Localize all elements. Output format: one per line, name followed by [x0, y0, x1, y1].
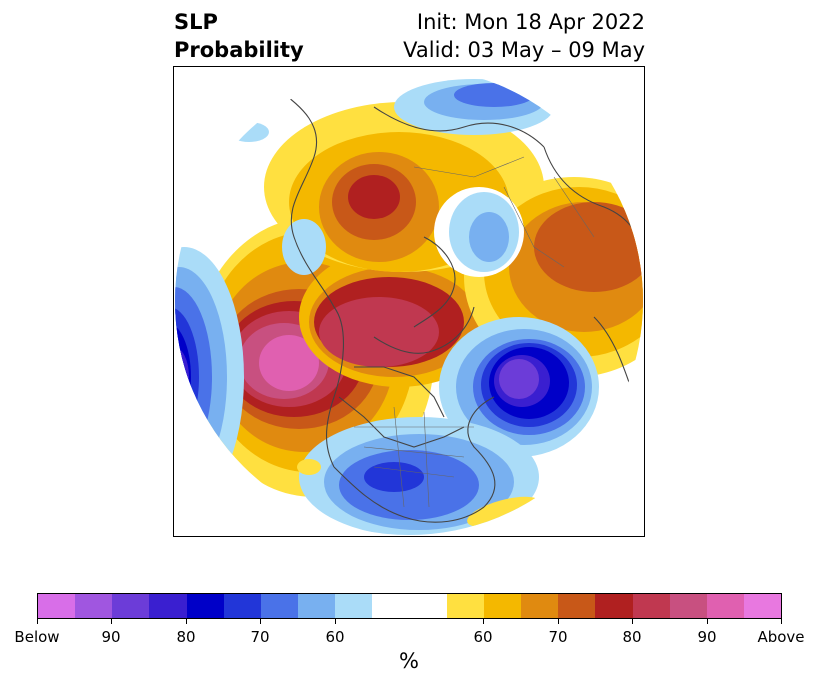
map-canvas [175, 67, 643, 535]
subtropical-above-anomaly [467, 496, 541, 528]
colorbar-tick-label: 70 [548, 628, 568, 646]
colorbar-tick-label: 80 [176, 628, 196, 646]
colorbar-tick-mark [707, 619, 708, 624]
colorbar-unit-label: % [399, 649, 419, 673]
colorbar-tick-mark [37, 619, 38, 624]
map-panel [173, 66, 645, 537]
atlantic-below-anomaly [439, 317, 599, 457]
valid-range: Valid: 03 May – 09 May [403, 38, 645, 62]
colorbar-tick-mark [186, 619, 187, 624]
colorbar-tick-mark [781, 619, 782, 624]
political-borders [354, 156, 595, 508]
colorbar-segment [483, 594, 522, 618]
title-left: SLP Probability [174, 8, 304, 64]
colorbar-segment [669, 594, 707, 618]
title-right: Init: Mon 18 Apr 2022 Valid: 03 May – 09… [403, 8, 645, 64]
colorbar-segment [38, 594, 76, 618]
probability-field [175, 67, 643, 535]
colorbar-segment [112, 594, 150, 618]
colorbar-segment [223, 594, 261, 618]
colorbar-segment [446, 594, 484, 618]
north-america-below-anomaly [299, 417, 539, 535]
colorbar-tick-label: 80 [622, 628, 642, 646]
colorbar-segment [372, 594, 410, 618]
colorbar-segment [335, 594, 373, 618]
colorbar-tick-label: 90 [101, 628, 121, 646]
colorbar-segment [409, 594, 447, 618]
colorbar-tick-label: Above [757, 628, 805, 646]
colorbar-segment [743, 594, 782, 618]
arctic-above-anomaly [299, 247, 499, 387]
polar-below-anomaly [434, 187, 524, 277]
colorbar-segment [521, 594, 559, 618]
colorbar-tick-label: 70 [250, 628, 270, 646]
colorbar-tick-mark [111, 619, 112, 624]
colorbar-tick-label: Below [14, 628, 60, 646]
colorbar-segment [595, 594, 633, 618]
title-variable: SLP [174, 10, 218, 34]
colorbar-segment [75, 594, 113, 618]
init-date: Init: Mon 18 Apr 2022 [416, 10, 645, 34]
colorbar [37, 593, 782, 619]
colorbar-tick-label: 60 [325, 628, 345, 646]
colorbar-tick-mark [632, 619, 633, 624]
colorbar-tick-mark [335, 619, 336, 624]
colorbar-segment [706, 594, 744, 618]
colorbar-tick-mark [558, 619, 559, 624]
colorbar-segment [149, 594, 187, 618]
colorbar-segment [260, 594, 299, 618]
colorbar-tick-mark [483, 619, 484, 624]
colorbar-tick-label: 60 [473, 628, 493, 646]
colorbar-segment [186, 594, 224, 618]
colorbar-segment [298, 594, 336, 618]
colorbar-segment [632, 594, 670, 618]
colorbar-tick-label: 90 [697, 628, 717, 646]
title-product: Probability [174, 38, 304, 62]
colorbar-tick-mark [260, 619, 261, 624]
north-asia-below-anomaly [394, 79, 554, 135]
colorbar-segment [558, 594, 596, 618]
